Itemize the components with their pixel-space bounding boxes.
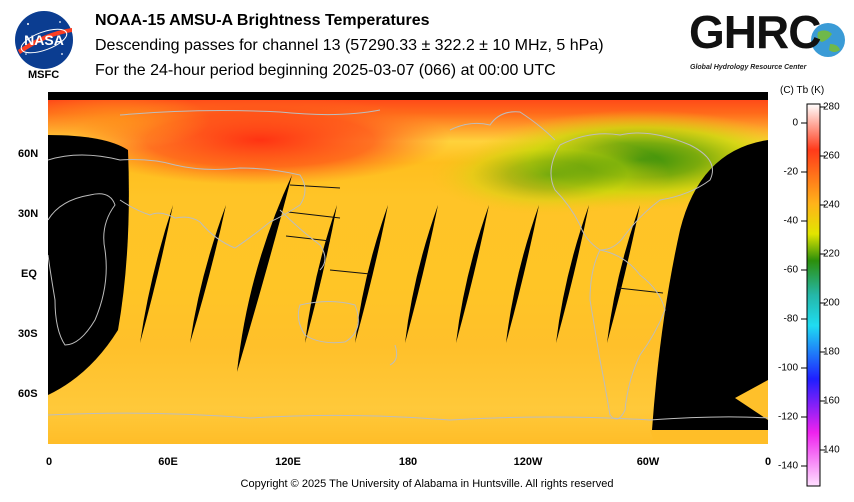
period-subtitle: For the 24-hour period beginning 2025-03… — [95, 62, 556, 79]
colorbar-header: (C) Tb (K) — [780, 85, 825, 96]
page-title: NOAA-15 AMSU-A Brightness Temperatures — [95, 12, 430, 29]
colorbar-celsius-tick: -20 — [783, 166, 798, 178]
map-plot-area — [48, 92, 768, 444]
colorbar-kelvin-tick: 260 — [823, 150, 840, 162]
colorbar-celsius-tick: -100 — [777, 362, 798, 374]
colorbar-celsius-tick: -80 — [783, 313, 798, 325]
lat-label-60n: 60N — [18, 148, 39, 160]
no-data-region-east — [652, 140, 768, 430]
colorbar-celsius-tick: -60 — [783, 264, 798, 276]
lon-label-180: 180 — [398, 456, 418, 468]
polar-gap-top — [48, 92, 768, 100]
lon-label-120e: 120E — [275, 456, 301, 468]
coastlines — [48, 109, 768, 421]
lon-label-60e: 60E — [158, 456, 178, 468]
ghrc-globe-icon — [811, 23, 845, 57]
colorbar-kelvin-tick: 180 — [823, 346, 840, 358]
lat-label-30s: 30S — [18, 328, 38, 340]
colorbar-celsius-tick: -120 — [777, 411, 798, 423]
channel-subtitle: Descending passes for channel 13 (57290.… — [95, 37, 604, 54]
no-data-region-west — [48, 135, 129, 395]
colorbar-kelvin-tick: 140 — [823, 444, 840, 456]
lon-label-120w: 120W — [513, 456, 543, 468]
lat-label-60s: 60S — [18, 388, 38, 400]
colorbar-kelvin-tick: 160 — [823, 395, 840, 407]
colorbar-ticks — [801, 106, 825, 467]
nasa-logo: NASA — [15, 11, 73, 69]
colorbar-celsius-tick: -140 — [777, 460, 798, 472]
lon-label-0-east: 0 — [764, 456, 772, 468]
lat-label-eq: EQ — [21, 268, 37, 280]
colorbar — [806, 103, 821, 487]
lon-label-60w: 60W — [636, 456, 660, 468]
colorbar-kelvin-tick: 220 — [823, 248, 840, 260]
colorbar-kelvin-tick: 280 — [823, 101, 840, 113]
ghrc-logo: GHRC — [689, 6, 821, 58]
msfc-label: MSFC — [28, 69, 60, 81]
colorbar-kelvin-tick: 200 — [823, 297, 840, 309]
lat-label-30n: 30N — [18, 208, 39, 220]
svg-text:NASA: NASA — [24, 32, 64, 48]
lon-label-0-west: 0 — [45, 456, 53, 468]
colorbar-kelvin-tick: 240 — [823, 199, 840, 211]
colorbar-celsius-tick: -40 — [783, 215, 798, 227]
copyright-notice: Copyright © 2025 The University of Alaba… — [240, 478, 614, 490]
colorbar-celsius-tick: 0 — [792, 117, 798, 129]
ghrc-subtitle: Global Hydrology Resource Center — [690, 64, 807, 71]
